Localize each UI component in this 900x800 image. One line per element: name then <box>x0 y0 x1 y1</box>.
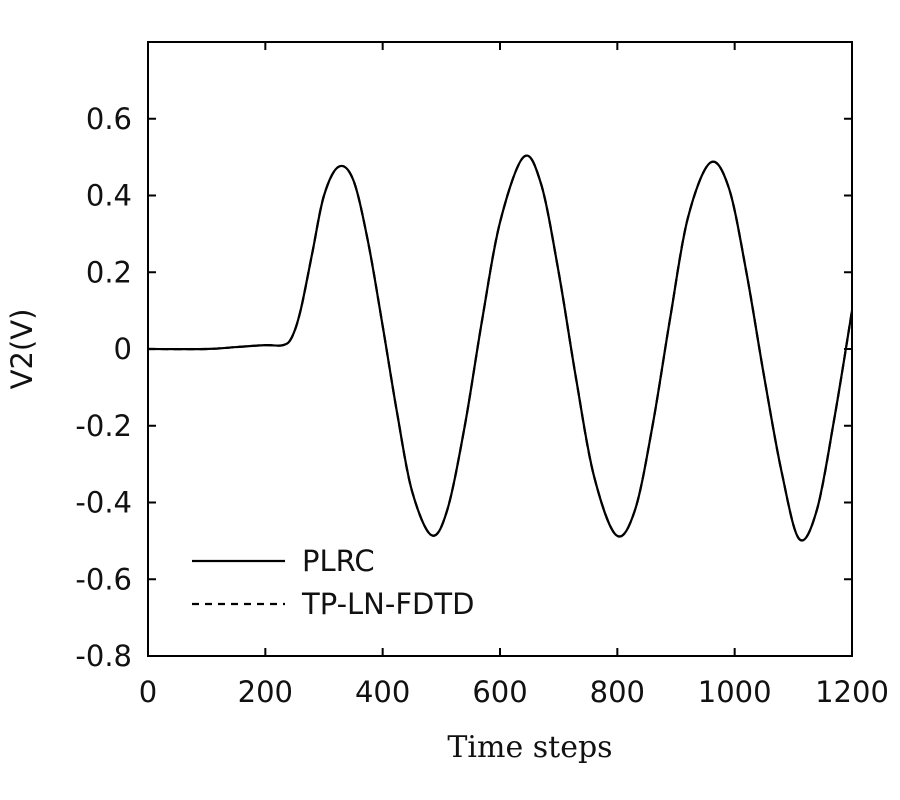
y-tick-label: 0.2 <box>86 255 132 289</box>
legend-label-0: PLRC <box>302 544 375 578</box>
series-line-0 <box>148 154 852 542</box>
y-tick-label: -0.2 <box>75 409 132 443</box>
x-tick-label: 200 <box>238 675 293 709</box>
legend-label-1: TP-LN-FDTD <box>301 587 474 621</box>
y-tick-label: -0.4 <box>75 486 132 520</box>
x-tick-label: 600 <box>472 675 527 709</box>
y-tick-label: 0.6 <box>86 102 132 136</box>
x-tick-label: 400 <box>355 675 410 709</box>
y-axis-label: V2(V) <box>5 309 39 390</box>
legend: PLRC TP-LN-FDTD <box>192 544 474 621</box>
x-tick-label: 800 <box>590 675 645 709</box>
x-tick-label: 0 <box>139 675 157 709</box>
y-tick-label: -0.6 <box>75 562 132 596</box>
series-lines <box>148 154 852 542</box>
plot-frame <box>147 41 853 657</box>
y-tick-label: 0.4 <box>86 179 132 213</box>
x-tick-label: 1000 <box>698 675 772 709</box>
series-line-1 <box>148 154 852 542</box>
y-tick-label: 0 <box>114 332 132 366</box>
axis-ticks <box>147 42 853 657</box>
x-tick-label: 1200 <box>815 675 889 709</box>
y-tick-label: -0.8 <box>75 639 132 673</box>
tick-labels: 0 200 400 600 800 1000 1200 0.6 0.4 0.2 0 -0.2 -0.4 -… <box>75 102 889 709</box>
x-axis-label: Time steps <box>447 730 612 765</box>
